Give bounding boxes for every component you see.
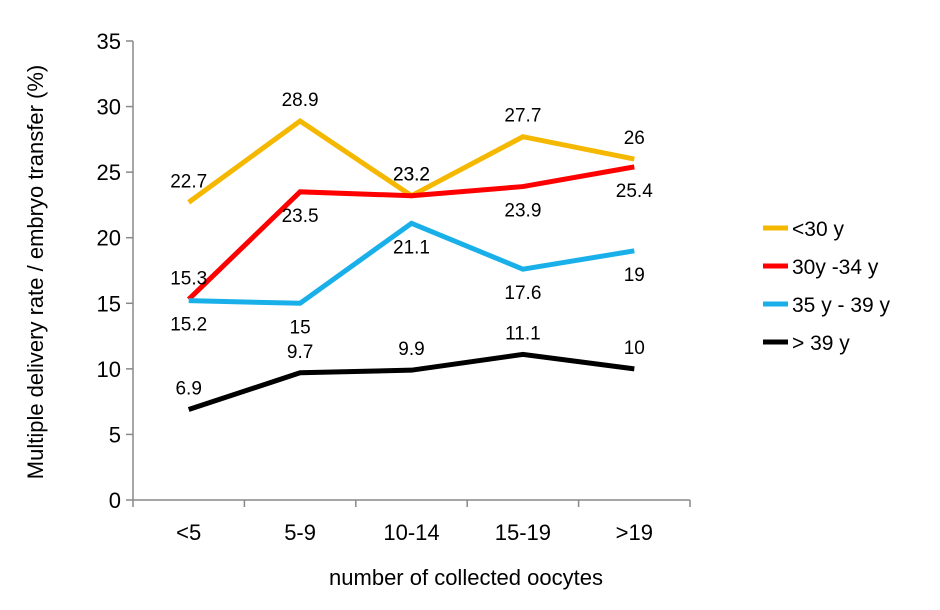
data-label: 23.9 [504,201,541,222]
series-line-3 [187,351,635,412]
y-tick-label: 35 [97,29,121,54]
y-tick-label: 15 [97,291,121,316]
x-tick-label: >19 [616,520,653,545]
data-label: 21.1 [393,237,430,258]
data-label: 26 [624,128,645,149]
x-tick-label: 5-9 [284,520,316,545]
legend-label: <30 y [792,218,844,241]
legend-label: > 39 y [792,332,850,355]
data-label: 15.3 [170,268,207,289]
data-label: 6.9 [175,379,201,400]
y-axis: 0 5 10 15 20 25 30 35 [97,29,134,513]
data-label: 17.6 [504,283,541,304]
x-axis-title: number of collected oocytes [329,565,603,590]
legend-label: 30y -34 y [792,256,879,279]
data-label: 15 [290,317,311,338]
y-tick-label: 0 [109,488,121,513]
data-label: 25.4 [616,181,653,202]
data-label: 23.2 [393,165,430,186]
data-label: 22.7 [170,171,207,192]
legend-label: 35 y - 39 y [792,294,891,317]
data-label: 28.9 [282,90,319,111]
y-tick-label: 5 [109,422,121,447]
series-layer [186,117,635,412]
data-label: 15.2 [170,315,207,336]
legend: <30 y 30y -34 y 35 y - 39 y > 39 y [763,218,891,355]
data-label: 23.5 [282,206,319,227]
data-label: 10 [624,338,645,359]
y-axis-title: Multiple delivery rate / embryo transfer… [23,65,48,479]
y-tick-label: 30 [97,95,121,120]
series-line-0 [187,117,635,205]
data-label: 19 [624,265,645,286]
x-tick-label: <5 [176,520,201,545]
y-tick-label: 10 [97,357,121,382]
x-tick-label: 10-14 [383,520,439,545]
x-axis: <5 5-9 10-14 15-19 >19 [132,499,691,545]
data-label: 11.1 [505,323,541,344]
y-tick-label: 25 [97,160,121,185]
data-label: 9.9 [398,339,424,360]
x-tick-label: 15-19 [495,520,551,545]
data-label: 23.2 [393,165,430,186]
data-labels: 22.728.923.227.72615.323.523.223.925.415… [170,90,653,400]
data-label: 27.7 [504,106,541,127]
data-label: 9.7 [287,342,313,363]
series-line-1 [186,164,635,302]
y-tick-label: 20 [97,226,121,251]
